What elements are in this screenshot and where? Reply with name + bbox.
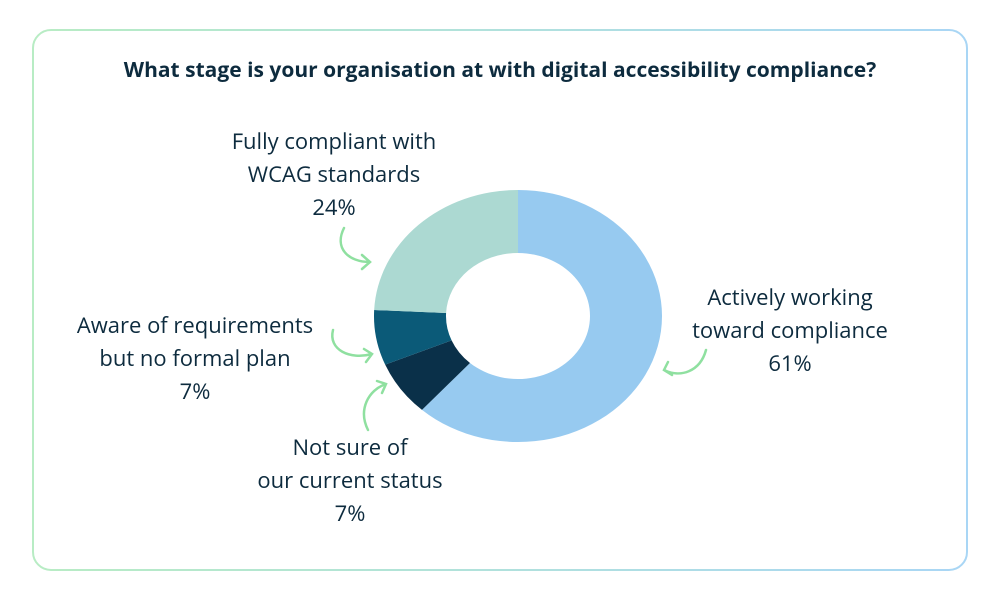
slice-label: Not sure of our current status 7%: [200, 431, 500, 530]
slice-label: Aware of requirements but no formal plan…: [45, 309, 345, 408]
donut-slice: [374, 310, 452, 365]
donut-slice: [421, 190, 663, 442]
value-label: 61%: [768, 348, 812, 378]
slice-label: Actively working toward compliance 61%: [640, 281, 940, 380]
donut-slice: [374, 190, 518, 314]
value-label: 7%: [334, 498, 366, 528]
value-label: 24%: [312, 192, 356, 222]
value-label: 7%: [179, 376, 211, 406]
category-label: Not sure of our current status: [257, 432, 443, 495]
card: [32, 29, 968, 571]
donut-slice: [385, 340, 470, 410]
chart-title: What stage is your organisation at with …: [123, 56, 877, 84]
category-label: Fully compliant with WCAG standards: [231, 126, 437, 189]
slice-label: Fully compliant with WCAG standards 24%: [184, 125, 484, 224]
donut: [374, 190, 663, 442]
category-label: Aware of requirements but no formal plan: [76, 310, 314, 373]
category-label: Actively working toward compliance: [692, 282, 888, 345]
arrows: [331, 226, 708, 432]
